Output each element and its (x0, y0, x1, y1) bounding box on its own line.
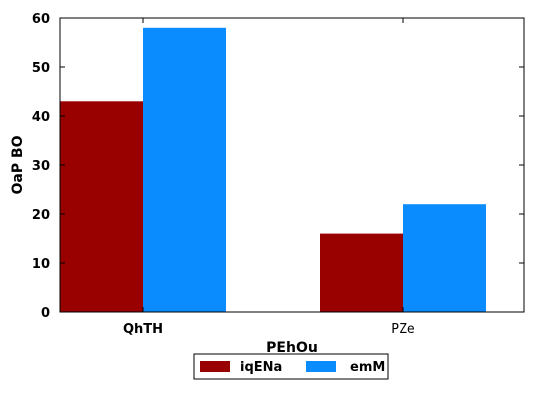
y-tick-label: 60 (32, 12, 50, 27)
x-axis: QhTH PZe (123, 18, 415, 337)
y-tick-label: 40 (32, 110, 50, 125)
y-tick-label: 50 (32, 61, 50, 76)
y-tick-label: 20 (32, 208, 50, 223)
legend-label-iqena: iqENa (240, 360, 282, 375)
legend: iqENa emM (193, 353, 389, 380)
y-tick-label: 10 (32, 257, 50, 272)
bar-iqena-pze (320, 233, 403, 312)
legend-label-emm: emM (350, 360, 385, 375)
bar-iqena-qhth (60, 101, 143, 312)
y-tick-label: 0 (41, 306, 50, 321)
legend-swatch-emm (306, 361, 336, 372)
y-axis-title: OaP BO (10, 135, 26, 194)
legend-box (193, 353, 389, 380)
y-axis: 0 10 20 30 40 50 60 (32, 12, 524, 321)
bar-emm-pze (403, 204, 486, 312)
bar-emm-qhth (143, 27, 226, 313)
x-tick-label-qhth: QhTH (123, 322, 163, 337)
bars-layer (60, 27, 486, 313)
x-tick-label-pze: PZe (391, 322, 415, 337)
y-tick-label: 30 (32, 159, 50, 174)
x-axis-title: PEhOu (266, 340, 318, 356)
legend-swatch-iqena (200, 361, 230, 372)
